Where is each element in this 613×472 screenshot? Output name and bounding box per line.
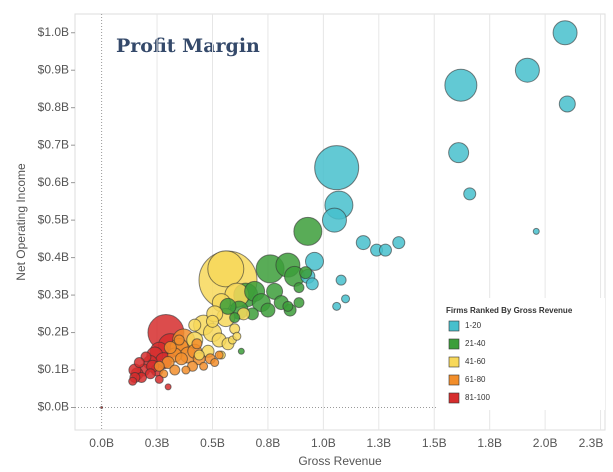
bubble <box>164 383 172 391</box>
y-tick-label: $0.8B <box>38 100 69 114</box>
bubble <box>219 297 237 315</box>
bubble <box>210 358 220 368</box>
y-tick-label: $0.9B <box>38 62 69 76</box>
legend-swatch <box>448 320 460 332</box>
y-tick-label: $0.6B <box>38 175 69 189</box>
y-axis-label: Net Operating Income <box>14 163 28 281</box>
bubble <box>335 274 347 286</box>
bubble <box>514 57 540 83</box>
legend-swatch <box>448 374 460 386</box>
bubble <box>448 142 470 164</box>
x-tick-label: 0.0B <box>89 436 114 450</box>
bubble <box>355 235 371 251</box>
bubble <box>237 347 245 355</box>
bubble <box>205 314 219 328</box>
bubble <box>133 357 145 369</box>
legend-label: 41-60 <box>465 357 486 366</box>
bubble <box>214 350 224 360</box>
marks <box>100 20 578 410</box>
legend-swatch <box>448 392 460 404</box>
x-tick-label: 0.5B <box>200 436 225 450</box>
bubble <box>282 300 294 312</box>
bubble <box>293 297 305 309</box>
bubble <box>100 406 104 410</box>
bubble <box>153 360 165 372</box>
bubble <box>293 216 323 246</box>
bubble <box>392 236 406 250</box>
y-tick-label: $0.7B <box>38 137 69 151</box>
bubble <box>299 266 313 280</box>
legend-label: 1-20 <box>465 321 482 330</box>
bubble <box>558 95 576 113</box>
y-tick-label: $0.2B <box>38 325 69 339</box>
x-tick-label: 1.5B <box>422 436 447 450</box>
legend: Firms Ranked By Gross Revenue 1-20 21-40 4… <box>437 298 605 410</box>
y-tick-label: $0.1B <box>38 362 69 376</box>
bubble <box>321 207 347 233</box>
legend-label: 61-80 <box>465 375 486 384</box>
bubble <box>552 20 578 46</box>
legend-swatch <box>448 356 460 368</box>
bubble <box>293 282 305 294</box>
bubble <box>128 376 138 386</box>
bubble <box>193 349 205 361</box>
bubble <box>378 243 392 257</box>
y-tick-label: $0.4B <box>38 250 69 264</box>
y-tick-label: $0.5B <box>38 212 69 226</box>
bubble <box>232 331 242 341</box>
bubble <box>260 302 276 318</box>
bubble <box>532 227 540 235</box>
x-tick-label: 1.8B <box>477 436 502 450</box>
bubble <box>444 68 478 102</box>
bubble <box>163 341 177 355</box>
bubble <box>154 374 164 384</box>
bubble <box>305 277 319 291</box>
y-tick-label: $0.3B <box>38 287 69 301</box>
legend-label: 81-100 <box>465 393 490 402</box>
bubble <box>199 361 209 371</box>
legend-box <box>437 298 605 410</box>
x-tick-label: 0.8B <box>256 436 281 450</box>
bubble <box>191 338 203 350</box>
legend-label: 21-40 <box>465 339 486 348</box>
x-tick-label: 1.0B <box>311 436 336 450</box>
x-tick-label: 2.3B <box>579 436 604 450</box>
grid: 0.0B 0.3B 0.5B 0.8B 1.0B 1.3B 1.5B 1.8B 2.0B 2.3B… <box>38 14 605 450</box>
bubble <box>173 334 185 346</box>
bubble <box>463 187 477 201</box>
bubble <box>174 352 188 366</box>
legend-title: Firms Ranked By Gross Revenue <box>446 306 573 315</box>
bubble <box>314 145 360 191</box>
bubble <box>229 312 241 324</box>
legend-swatch <box>448 338 460 350</box>
x-tick-label: 2.0B <box>533 436 558 450</box>
y-tick-label: $1.0B <box>38 25 69 39</box>
x-tick-label: 0.3B <box>145 436 170 450</box>
bubble <box>181 365 191 375</box>
bubble <box>207 250 245 288</box>
bubble <box>169 364 181 376</box>
bubble <box>341 294 351 304</box>
x-tick-label: 1.3B <box>366 436 391 450</box>
bubble <box>332 301 342 311</box>
bubble <box>144 368 156 380</box>
bubble <box>188 318 202 332</box>
x-axis-label: Gross Revenue <box>298 454 382 468</box>
y-tick-label: $0.0B <box>38 400 69 414</box>
bubble <box>304 251 324 271</box>
chart-title: Profit Margin <box>116 35 260 57</box>
